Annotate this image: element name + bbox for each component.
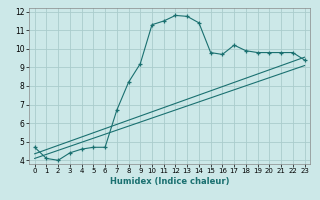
X-axis label: Humidex (Indice chaleur): Humidex (Indice chaleur) bbox=[110, 177, 229, 186]
